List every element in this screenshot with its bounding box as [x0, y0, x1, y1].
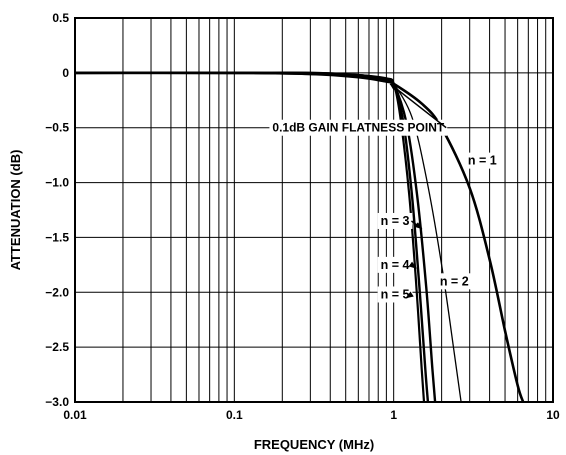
x-tick-label: 0.01 [63, 408, 87, 422]
x-tick-label: 1 [390, 408, 397, 422]
annotation-label-bg [377, 212, 413, 229]
annotations-layer: 0.1dB GAIN FLATNESS POINT n = 1 n = 2 n = 3… [269, 83, 500, 303]
annotation-arrow [408, 261, 417, 269]
annotation-label-bg [377, 256, 413, 273]
y-tick-label: −1.5 [45, 230, 69, 244]
y-tick-label: 0.5 [52, 11, 69, 25]
annotation-arrow [411, 220, 423, 230]
annotation-label-bg [377, 286, 413, 303]
annotation-arrow [389, 83, 447, 129]
chart-grid [74, 17, 553, 403]
x-axis-label: FREQUENCY (MHz) [254, 437, 374, 452]
annotation-label-bg [269, 119, 448, 136]
annotation-label: n = 2 [440, 274, 469, 288]
annotation-label: n = 3 [381, 214, 410, 228]
plot-frame [74, 17, 554, 403]
annotation-label: n = 5 [381, 287, 410, 301]
annotation-label-bg [436, 273, 472, 290]
annotation-arrow [405, 291, 414, 299]
y-tick-label: −3.0 [45, 395, 69, 409]
annotation-label: n = 4 [381, 258, 410, 272]
annotation-label: n = 1 [468, 154, 497, 168]
annotation-label-bg [464, 152, 500, 169]
x-tick-label: 0.1 [226, 408, 243, 422]
tick-labels: 0.01 0.1 1 10 0.5 0 −0.5 −1.0 −1.5 −2.0 −2.5 −3.0 [45, 11, 560, 422]
x-tick-label: 10 [546, 408, 560, 422]
y-tick-label: −2.0 [45, 285, 69, 299]
y-axis-label: ATTENUATION (dB) [8, 150, 23, 271]
annotation-label: 0.1dB GAIN FLATNESS POINT [272, 121, 444, 135]
y-tick-label: 0 [62, 66, 69, 80]
y-tick-label: −1.0 [45, 176, 69, 190]
y-tick-label: −0.5 [45, 121, 69, 135]
y-tick-label: −2.5 [45, 340, 69, 354]
